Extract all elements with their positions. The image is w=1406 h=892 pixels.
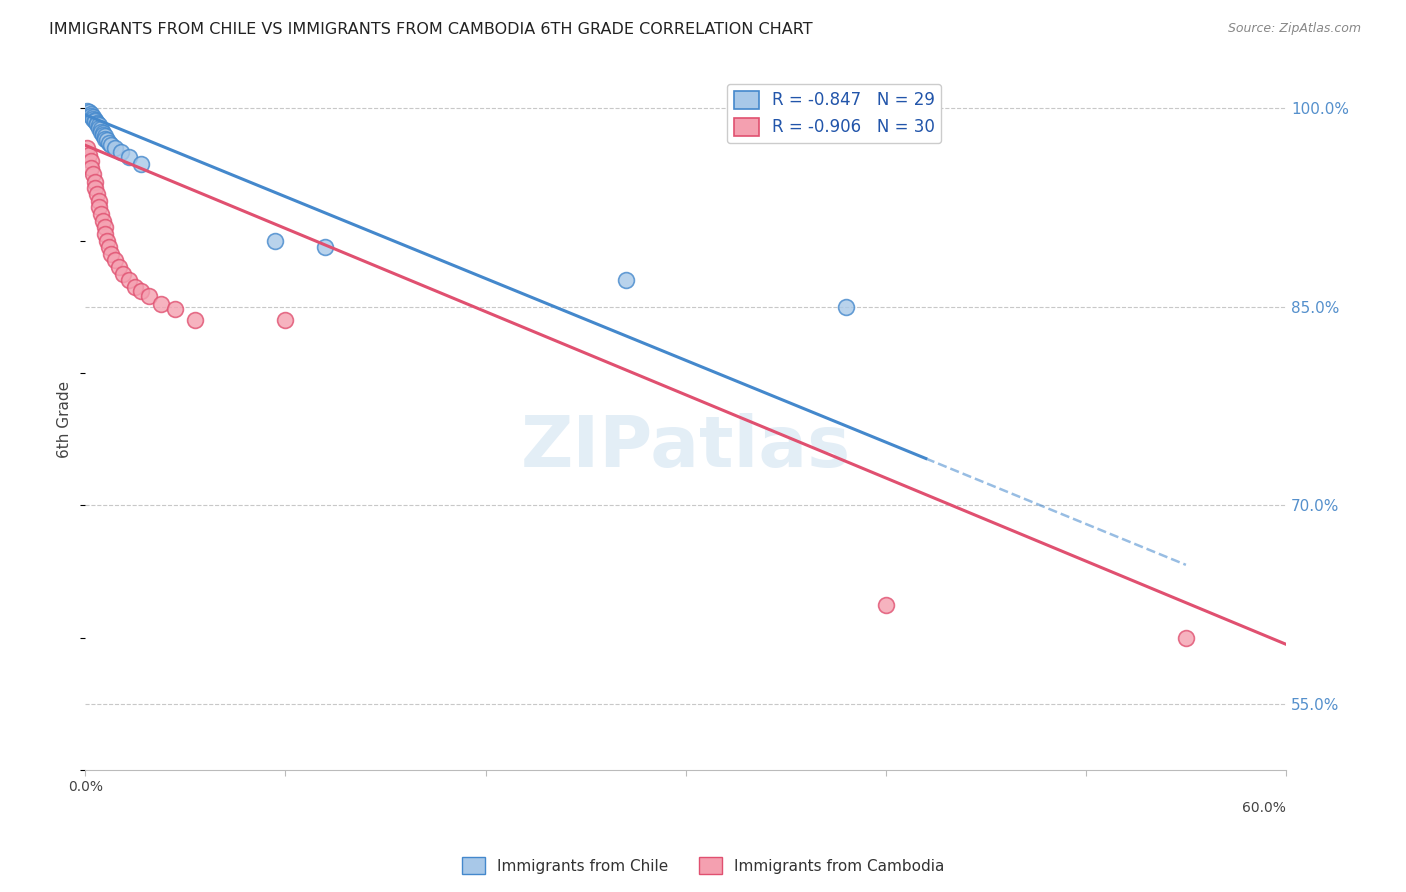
Point [118,150,141,164]
Point [274,313,297,327]
Point [86,116,108,130]
Point [82,112,104,126]
Point [104,253,127,268]
Point [84,175,107,189]
Text: 60.0%: 60.0% [1241,800,1286,814]
Point [89,194,111,208]
Point [875,598,897,612]
Point [76,141,98,155]
Text: Source: ZipAtlas.com: Source: ZipAtlas.com [1227,22,1361,36]
Legend: R = -0.847   N = 29, R = -0.906   N = 30: R = -0.847 N = 29, R = -0.906 N = 30 [727,84,942,143]
Point [100,247,122,261]
Point [89,119,111,133]
Point [1174,631,1197,645]
Point [108,260,131,274]
Point [94,227,117,241]
Point [96,133,118,147]
Point [150,297,173,311]
Y-axis label: 6th Grade: 6th Grade [58,381,72,458]
Point [118,273,141,287]
Text: ZIPatlas: ZIPatlas [520,413,851,482]
Point [315,240,337,254]
Point [79,105,101,120]
Point [98,136,121,150]
Point [131,284,153,298]
Point [82,111,104,125]
Point [94,220,117,235]
Point [104,141,127,155]
Point [165,302,187,317]
Point [110,145,132,159]
Point [184,313,207,327]
Point [90,125,112,139]
Point [79,147,101,161]
Point [93,128,115,142]
Point [86,117,108,131]
Point [82,168,104,182]
Point [94,131,117,145]
Point [131,157,153,171]
Point [264,234,287,248]
Text: IMMIGRANTS FROM CHILE VS IMMIGRANTS FROM CAMBODIA 6TH GRADE CORRELATION CHART: IMMIGRANTS FROM CHILE VS IMMIGRANTS FROM… [49,22,813,37]
Point [80,106,103,120]
Point [93,213,115,227]
Point [80,109,103,123]
Point [80,161,103,175]
Point [138,289,160,303]
Point [84,113,107,128]
Point [98,240,121,254]
Point [835,300,858,314]
Point [89,121,111,136]
Point [124,280,146,294]
Legend: Immigrants from Chile, Immigrants from Cambodia: Immigrants from Chile, Immigrants from C… [456,851,950,880]
Point [80,154,103,169]
Point [96,234,118,248]
Point [90,207,112,221]
Point [76,103,98,118]
Point [93,127,115,141]
Point [90,122,112,136]
Point [112,267,135,281]
Point [614,273,637,287]
Point [89,201,111,215]
Point [84,180,107,194]
Point [84,114,107,128]
Point [100,138,122,153]
Point [86,187,108,202]
Point [94,128,117,143]
